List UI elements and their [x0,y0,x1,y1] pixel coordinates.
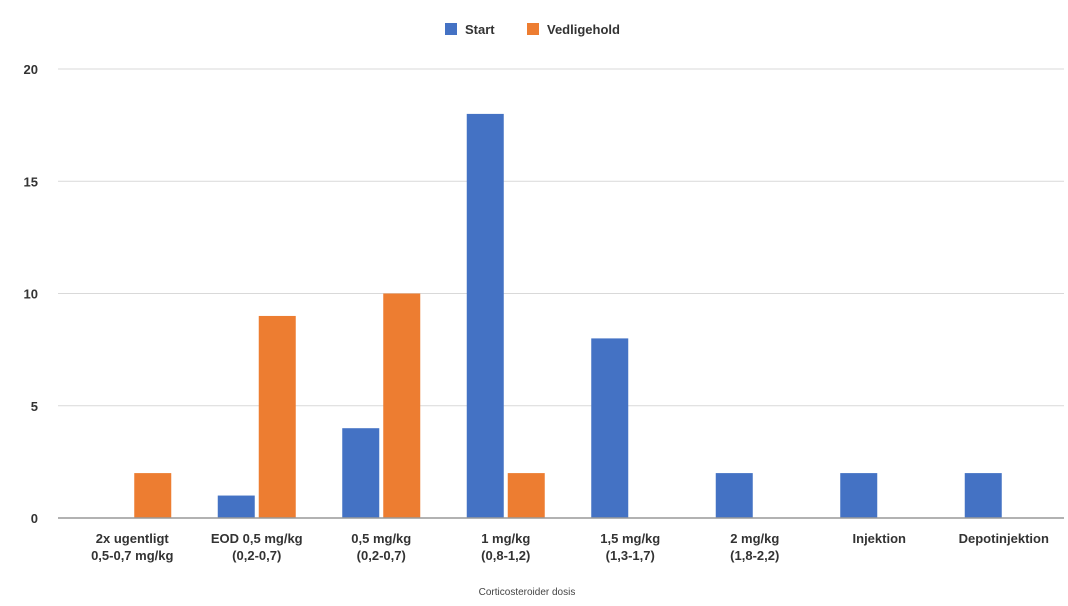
legend: Start Vedligehold [445,22,620,37]
legend-swatch [445,23,457,35]
y-axis-ticks: 0 5 10 15 20 [24,62,38,526]
x-category-label: 2x ugentligt 0,5-0,7 mg/kg [91,531,173,563]
y-tick-label: 0 [31,511,38,526]
x-axis-title: Corticosteroider dosis [479,587,576,598]
y-tick-label: 10 [24,287,38,302]
x-category-label: 1 mg/kg (0,8-1,2) [481,531,530,563]
x-category-label: 0,5 mg/kg (0,2-0,7) [351,531,411,563]
bar-vedligehold [383,293,421,518]
bar-start [964,473,1002,518]
bar-start [217,495,255,518]
bar-start [466,113,504,519]
legend-label: Vedligehold [547,22,620,37]
x-category-label: Depotinjektion [959,531,1049,546]
y-tick-label: 15 [24,174,38,189]
bar-vedligehold [507,473,545,518]
x-axis-categories: 2x ugentligt 0,5-0,7 mg/kg EOD 0,5 mg/kg (0… [91,531,1049,563]
y-tick-label: 5 [31,399,38,414]
legend-label: Start [465,22,495,37]
bar-start [715,473,753,518]
bars [134,113,1002,519]
x-category-label: 1,5 mg/kg (1,3-1,7) [600,531,660,563]
x-category-label: Injektion [853,531,907,546]
legend-swatch [527,23,539,35]
bar-start [840,473,878,518]
y-tick-label: 20 [24,62,38,77]
bar-start [342,428,380,518]
gridlines [58,68,1064,407]
bar-vedligehold [258,315,296,518]
x-category-label: EOD 0,5 mg/kg (0,2-0,7) [211,531,303,563]
x-category-label: 2 mg/kg (1,8-2,2) [730,531,779,563]
bar-start [591,338,629,518]
bar-vedligehold [134,473,172,518]
